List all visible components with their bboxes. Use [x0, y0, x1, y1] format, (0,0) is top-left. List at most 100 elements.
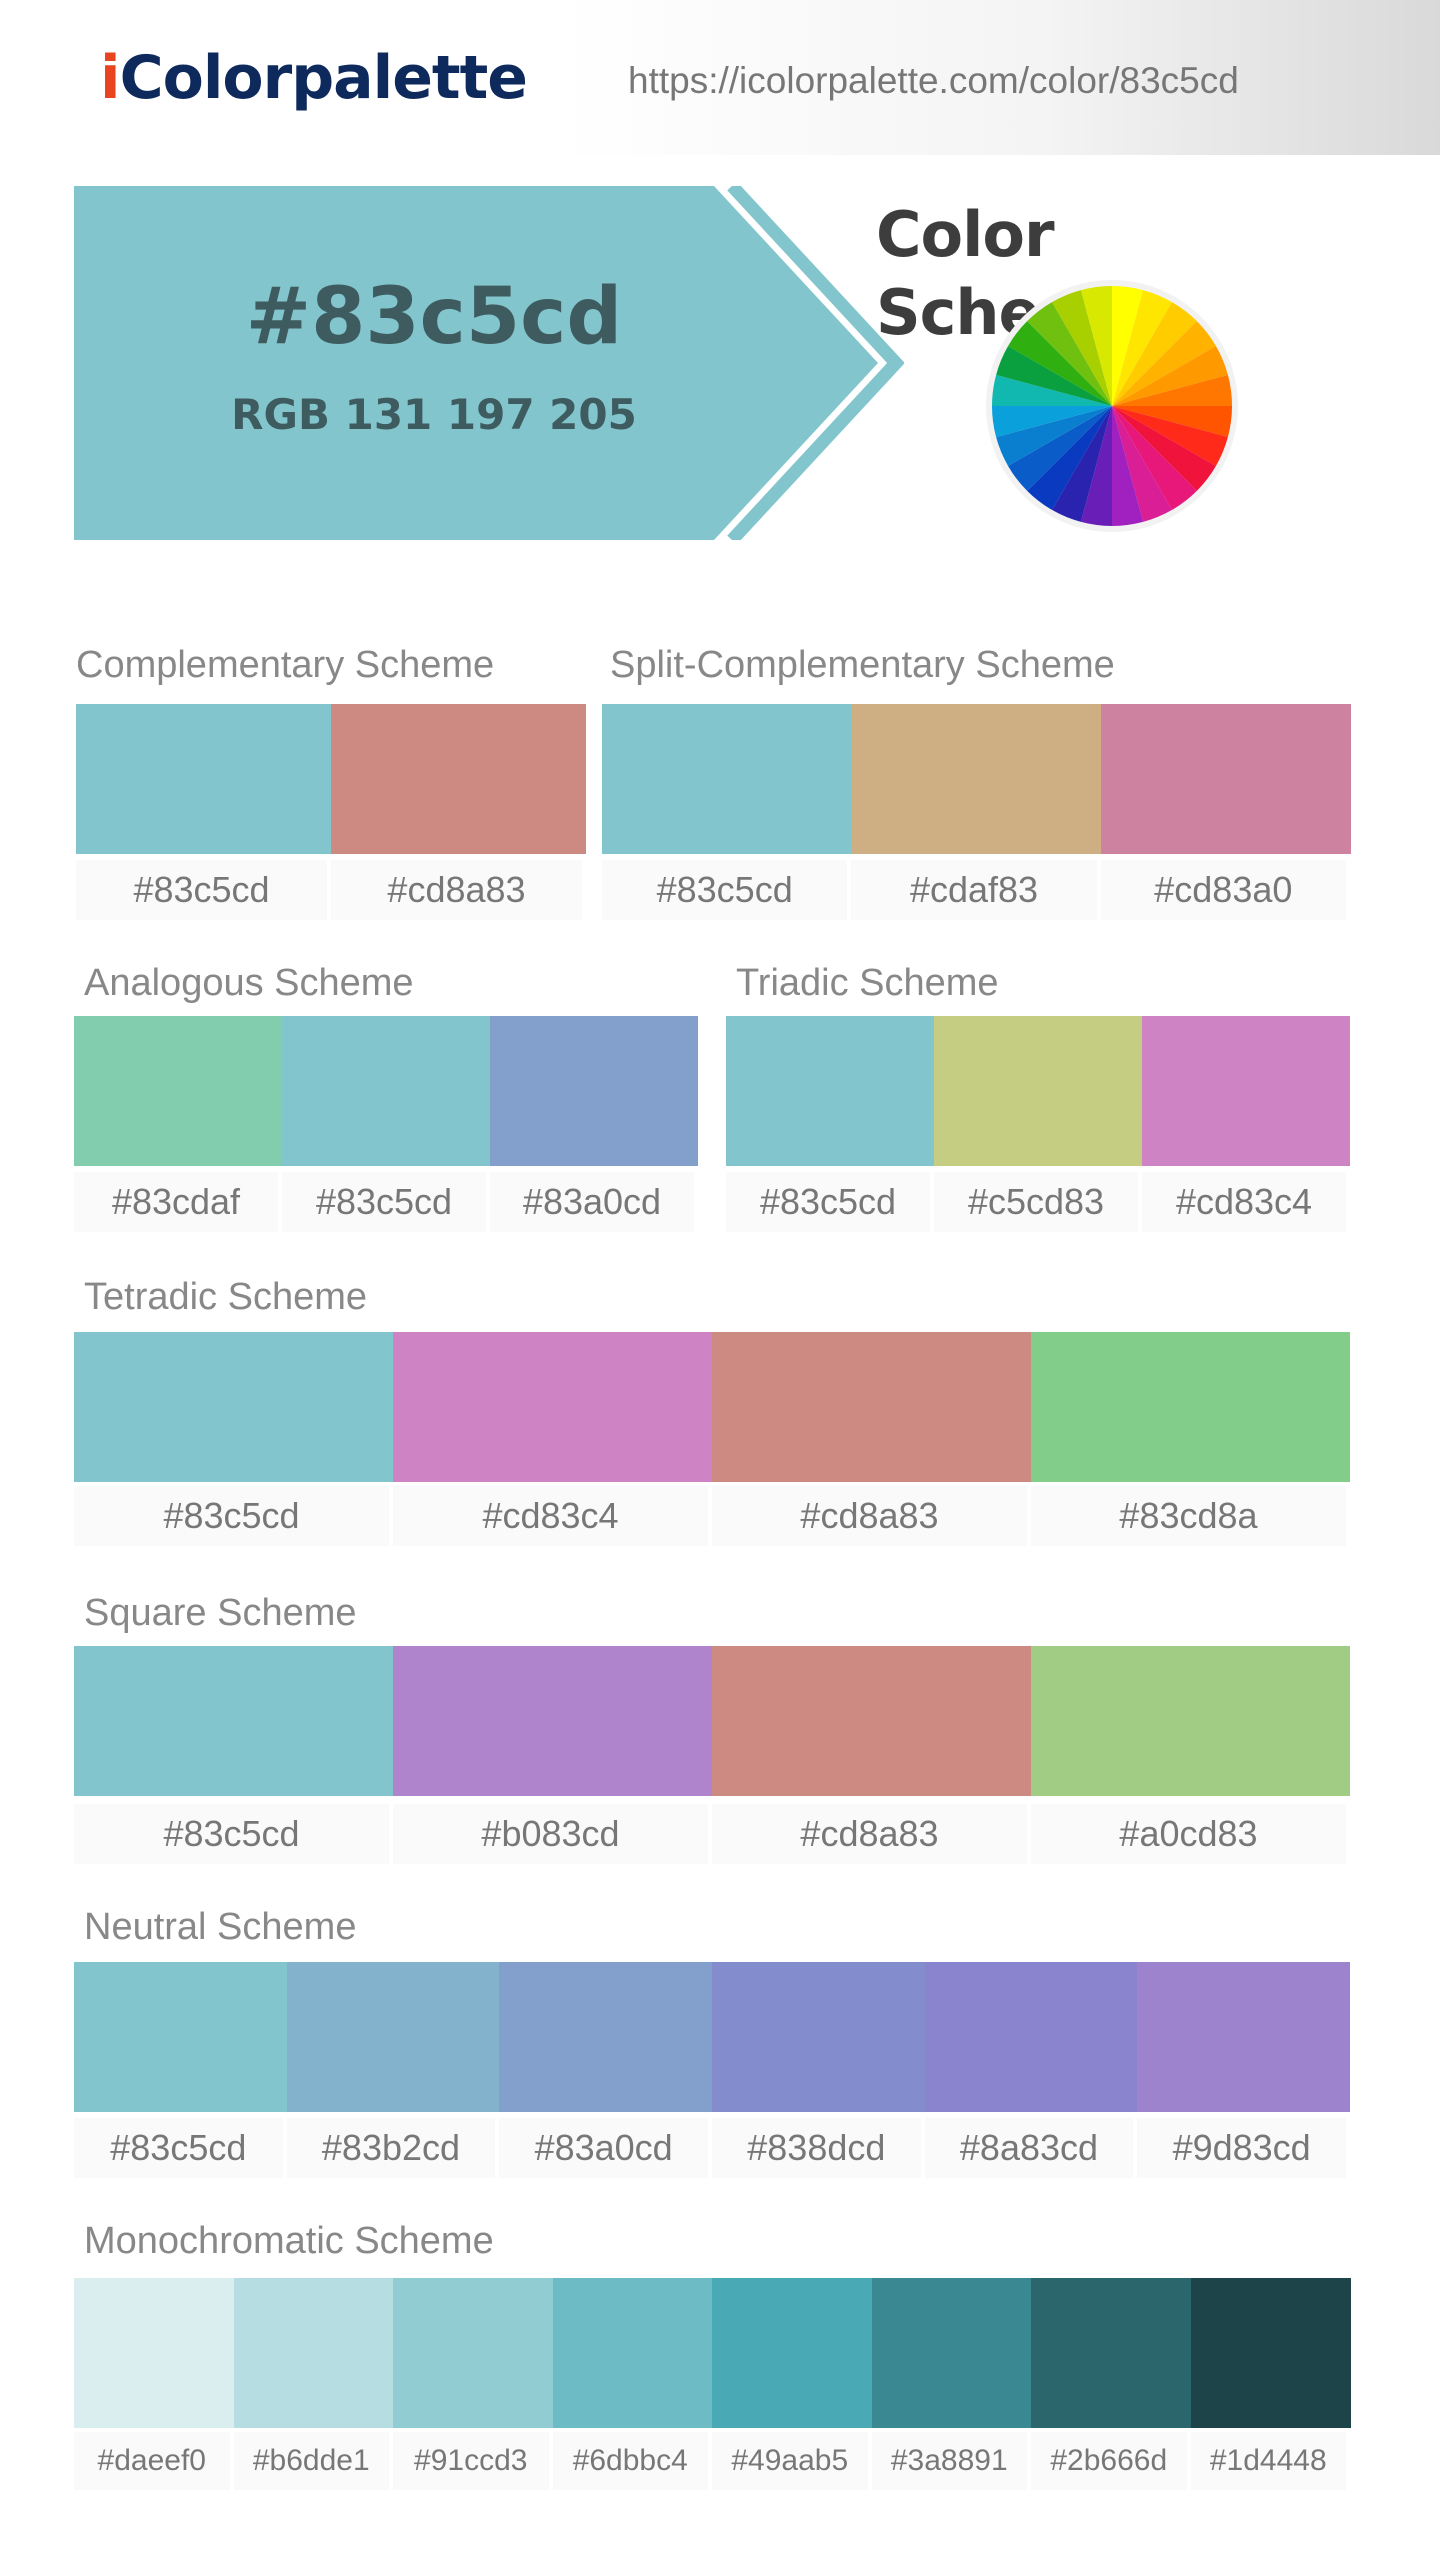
tetradic-swatch[interactable] [393, 1332, 712, 1482]
analogous-swatch-label[interactable]: #83cdaf [74, 1172, 278, 1232]
neutral-swatch[interactable] [712, 1962, 925, 2112]
color-wheel-segment [1112, 406, 1144, 526]
split-swatch-label[interactable]: #cdaf83 [851, 860, 1097, 920]
monochromatic-swatch-label[interactable]: #1d4448 [1190, 2432, 1346, 2490]
square-swatch-label[interactable]: #a0cd83 [1031, 1804, 1346, 1864]
monochromatic-swatch-label[interactable]: #3a8891 [871, 2432, 1027, 2490]
color-wheel-segment [1112, 406, 1232, 438]
square-swatch[interactable] [712, 1646, 1031, 1796]
tetradic-swatch-label[interactable]: #cd8a83 [712, 1486, 1027, 1546]
triadic-swatch-label[interactable]: #83c5cd [726, 1172, 930, 1232]
triadic-swatch-label[interactable]: #cd83c4 [1142, 1172, 1346, 1232]
color-wheel-segment [1112, 286, 1144, 406]
triadic-swatch[interactable] [934, 1016, 1142, 1166]
color-wheel-segment [1112, 406, 1197, 510]
square-swatch-label[interactable]: #b083cd [393, 1804, 708, 1864]
tetradic-scheme-title: Tetradic Scheme [84, 1276, 368, 1318]
logo-text: Colorpalette [119, 43, 528, 113]
neutral-swatch[interactable] [499, 1962, 713, 2112]
split-swatch[interactable] [1100, 704, 1351, 854]
color-wheel-segment [1008, 321, 1112, 406]
color-wheel-segment [1112, 321, 1216, 406]
split-swatch[interactable] [851, 704, 1102, 854]
square-swatch[interactable] [1031, 1646, 1350, 1796]
neutral-swatch-label[interactable]: #83b2cd [286, 2118, 496, 2178]
color-wheel-segment [992, 406, 1112, 438]
neutral-swatch[interactable] [286, 1962, 500, 2112]
split-swatch-label[interactable]: #cd83a0 [1100, 860, 1346, 920]
split-swatch[interactable] [602, 704, 852, 854]
color-wheel-segment [1027, 302, 1112, 406]
color-wheel-segment [1112, 346, 1228, 406]
color-wheel-segment [1052, 290, 1112, 406]
neutral-swatch-label[interactable]: #8a83cd [924, 2118, 1134, 2178]
neutral-scheme-title: Neutral Scheme [84, 1906, 357, 1948]
monochromatic-swatch-label[interactable]: #2b666d [1031, 2432, 1187, 2490]
monochromatic-swatch[interactable] [712, 2278, 872, 2428]
monochromatic-swatch[interactable] [1190, 2278, 1351, 2428]
monochromatic-swatch[interactable] [74, 2278, 234, 2428]
color-wheel-segment [1008, 406, 1112, 491]
complementary-swatch-label[interactable]: #cd8a83 [331, 860, 582, 920]
square-swatch-label[interactable]: #cd8a83 [712, 1804, 1027, 1864]
monochromatic-swatch[interactable] [233, 2278, 394, 2428]
tetradic-swatch-label[interactable]: #83cd8a [1031, 1486, 1346, 1546]
hero-hex-code: #83c5cd [245, 272, 623, 362]
triadic-scheme-title: Triadic Scheme [736, 962, 999, 1004]
split-swatch-label[interactable]: #83c5cd [602, 860, 848, 920]
square-swatch[interactable] [74, 1646, 393, 1796]
analogous-swatch-label[interactable]: #83a0cd [490, 1172, 694, 1232]
color-wheel-segment [1112, 406, 1172, 522]
logo-first-letter: i [100, 43, 121, 113]
neutral-swatch-label[interactable]: #83a0cd [499, 2118, 708, 2178]
monochromatic-swatch-label[interactable]: #daeef0 [74, 2432, 230, 2490]
neutral-swatch-label[interactable]: #838dcd [712, 2118, 921, 2178]
neutral-swatch[interactable] [1137, 1962, 1351, 2112]
square-swatch[interactable] [393, 1646, 712, 1796]
triadic-swatch[interactable] [1142, 1016, 1350, 1166]
triadic-swatch-label[interactable]: #c5cd83 [934, 1172, 1138, 1232]
neutral-swatch[interactable] [74, 1962, 287, 2112]
triadic-swatch[interactable] [726, 1016, 934, 1166]
split-scheme-title: Split-Complementary Scheme [610, 644, 1115, 686]
analogous-swatch[interactable] [282, 1016, 490, 1166]
monochromatic-swatch[interactable] [1031, 2278, 1191, 2428]
analogous-scheme-title: Analogous Scheme [84, 962, 414, 1004]
tetradic-swatch[interactable] [74, 1332, 393, 1482]
complementary-scheme-title: Complementary Scheme [76, 644, 495, 686]
color-wheel-segment [1112, 406, 1228, 466]
tetradic-swatch-label[interactable]: #83c5cd [74, 1486, 389, 1546]
header-background [560, 0, 1440, 155]
tetradic-swatch[interactable] [712, 1332, 1031, 1482]
monochromatic-swatch-label[interactable]: #49aab5 [712, 2432, 868, 2490]
color-wheel-segment [996, 406, 1112, 466]
monochromatic-swatch-label[interactable]: #91ccd3 [393, 2432, 549, 2490]
color-wheel-segment [1112, 290, 1172, 406]
tetradic-swatch-label[interactable]: #cd83c4 [393, 1486, 708, 1546]
color-wheel-segment [1080, 286, 1112, 406]
complementary-swatch[interactable] [331, 704, 586, 854]
color-wheel-segment [992, 374, 1112, 406]
analogous-swatch-label[interactable]: #83c5cd [282, 1172, 486, 1232]
monochromatic-swatch[interactable] [393, 2278, 553, 2428]
color-wheel-segment [1112, 302, 1197, 406]
monochromatic-swatch[interactable] [871, 2278, 1032, 2428]
monochromatic-scheme-title: Monochromatic Scheme [84, 2220, 494, 2262]
complementary-swatch-label[interactable]: #83c5cd [76, 860, 327, 920]
monochromatic-swatch-label[interactable]: #6dbbc4 [552, 2432, 708, 2490]
logo[interactable]: iColorpalette [100, 38, 528, 118]
monochromatic-swatch-label[interactable]: #b6dde1 [233, 2432, 389, 2490]
color-wheel-segment [1080, 406, 1112, 526]
neutral-swatch-label[interactable]: #9d83cd [1137, 2118, 1346, 2178]
neutral-swatch-label[interactable]: #83c5cd [74, 2118, 283, 2178]
page-url: https://icolorpalette.com/color/83c5cd [628, 60, 1239, 101]
square-swatch-label[interactable]: #83c5cd [74, 1804, 389, 1864]
neutral-swatch[interactable] [924, 1962, 1138, 2112]
color-wheel-icon [986, 280, 1238, 532]
tetradic-swatch[interactable] [1031, 1332, 1350, 1482]
monochromatic-swatch[interactable] [552, 2278, 713, 2428]
analogous-swatch[interactable] [74, 1016, 282, 1166]
analogous-swatch[interactable] [490, 1016, 698, 1166]
color-wheel-segment [1112, 406, 1216, 491]
complementary-swatch[interactable] [76, 704, 331, 854]
